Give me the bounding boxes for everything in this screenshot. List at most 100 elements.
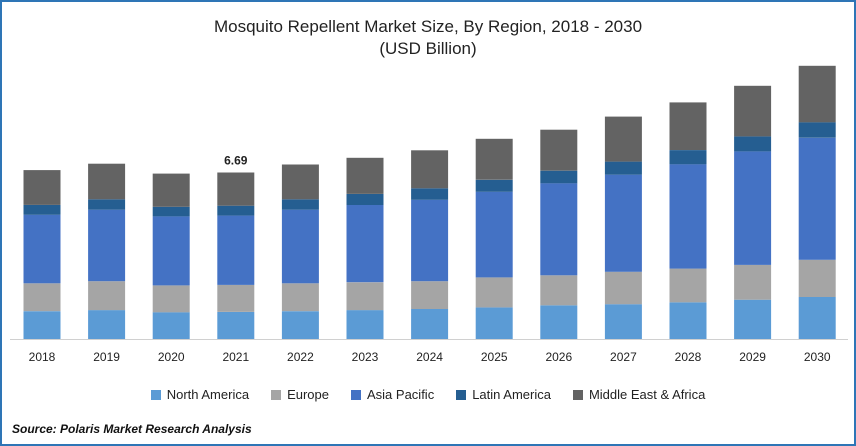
bar-segment-2028-europe (669, 268, 707, 303)
bar-segment-2019-middle-east-africa (88, 163, 126, 200)
chart-title-main: Mosquito Repellent Market Size, By Regio… (213, 17, 643, 36)
bar-segment-2027-north-america (604, 304, 642, 339)
legend-swatch (351, 389, 361, 400)
data-label-2021: 6.69 (224, 154, 248, 168)
x-tick-label-2030: 2030 (804, 350, 831, 364)
bar-segment-2027-europe (604, 271, 642, 305)
legend: North America Europe Asia Pacific Latin Ame… (2, 387, 854, 402)
bar-segment-2025-middle-east-africa (475, 138, 513, 180)
legend-item-europe: Europe (271, 387, 329, 402)
bar-segment-2025-latin-america (475, 179, 513, 192)
bar-segment-2021-north-america (217, 312, 255, 339)
bar-segment-2020-europe (152, 285, 190, 313)
legend-label: North America (166, 387, 250, 402)
bar-segment-2026-europe (540, 275, 578, 306)
x-tick-label-2024: 2024 (416, 350, 443, 364)
legend-swatch (572, 389, 583, 400)
bar-segment-2029-north-america (734, 299, 772, 339)
legend-label: Latin America (472, 387, 551, 402)
legend-label: Asia Pacific (367, 387, 435, 402)
bar-segment-2028-north-america (669, 302, 707, 339)
bar-segment-2022-middle-east-africa (281, 164, 319, 200)
legend-swatch (456, 389, 467, 400)
bar-segment-2024-latin-america (411, 188, 449, 200)
bar-segment-2030-latin-america (798, 122, 836, 138)
bar-segment-2019-asia-pacific (88, 209, 126, 282)
bar-segment-2024-europe (411, 281, 449, 309)
bar-segment-2028-asia-pacific (669, 164, 707, 269)
bar-segment-2018-middle-east-africa (23, 170, 61, 205)
x-tick-label-2020: 2020 (158, 350, 185, 364)
legend-item-middle-east-africa: Middle East & Africa (572, 387, 706, 402)
bar-segment-2026-asia-pacific (540, 183, 578, 276)
x-tick-label-2022: 2022 (287, 350, 314, 364)
x-tick-label-2019: 2019 (93, 350, 120, 364)
bar-segment-2023-latin-america (346, 194, 384, 205)
bar-segment-2026-middle-east-africa (540, 129, 578, 171)
bar-segment-2024-north-america (411, 309, 449, 339)
bar-segment-2018-europe (23, 283, 61, 312)
legend-item-north-america: North America (150, 387, 250, 402)
bar-segment-2024-middle-east-africa (411, 150, 449, 189)
bar-segment-2019-latin-america (88, 199, 126, 210)
bar-segment-2018-asia-pacific (23, 214, 61, 284)
bar-segment-2023-north-america (346, 310, 384, 339)
legend-swatch (150, 389, 161, 400)
bar-segment-2020-latin-america (152, 206, 190, 217)
legend-label: Europe (287, 387, 329, 402)
bar-segment-2022-north-america (281, 311, 319, 339)
source-note: Source: Polaris Market Research Analysis (12, 422, 252, 436)
bar-segment-2018-latin-america (23, 204, 61, 215)
bar-segment-2023-middle-east-africa (346, 157, 384, 194)
x-tick-label-2029: 2029 (739, 350, 766, 364)
chart-subtitle: (USD Billion) (379, 39, 477, 58)
bar-segment-2029-europe (734, 264, 772, 300)
bar-segment-2028-latin-america (669, 150, 707, 165)
bar-segment-2025-asia-pacific (475, 191, 513, 278)
bar-segment-2029-middle-east-africa (734, 85, 772, 137)
x-tick-label-2028: 2028 (675, 350, 702, 364)
x-tick-label-2018: 2018 (29, 350, 56, 364)
chart-title: Mosquito Repellent Market Size, By Regio… (2, 16, 854, 60)
bar-segment-2026-latin-america (540, 170, 578, 184)
bar-segment-2028-middle-east-africa (669, 102, 707, 150)
bar-segment-2018-north-america (23, 311, 61, 339)
bar-segment-2030-north-america (798, 297, 836, 339)
bar-segment-2029-latin-america (734, 136, 772, 152)
x-tick-label-2021: 2021 (222, 350, 249, 364)
bar-segment-2027-latin-america (604, 161, 642, 175)
bar-segment-2021-europe (217, 284, 255, 312)
bar-segment-2029-asia-pacific (734, 151, 772, 265)
x-tick-label-2025: 2025 (481, 350, 508, 364)
legend-item-latin-america: Latin America (456, 387, 551, 402)
bar-segment-2024-asia-pacific (411, 199, 449, 282)
bar-segment-2022-latin-america (281, 199, 319, 210)
bar-segment-2025-north-america (475, 307, 513, 339)
bar-segment-2023-asia-pacific (346, 204, 384, 283)
bar-segment-2020-middle-east-africa (152, 173, 190, 207)
x-tick-label-2027: 2027 (610, 350, 637, 364)
bar-segment-2022-europe (281, 283, 319, 312)
bar-segment-2025-europe (475, 277, 513, 308)
legend-label: Middle East & Africa (588, 387, 706, 402)
bar-segment-2022-asia-pacific (281, 209, 319, 284)
legend-item-asia-pacific: Asia Pacific (351, 387, 434, 402)
bar-segment-2023-europe (346, 282, 384, 311)
bar-segment-2030-middle-east-africa (798, 65, 836, 123)
bar-segment-2021-asia-pacific (217, 215, 255, 285)
bar-segment-2027-middle-east-africa (604, 116, 642, 162)
bar-segment-2020-north-america (152, 312, 190, 339)
bar-segment-2030-europe (798, 259, 836, 297)
bar-segment-2021-middle-east-africa (217, 172, 255, 206)
x-tick-label-2023: 2023 (352, 350, 379, 364)
bar-segment-2026-north-america (540, 305, 578, 339)
bar-segment-2019-north-america (88, 310, 126, 339)
x-tick-label-2026: 2026 (545, 350, 572, 364)
bar-segment-2030-asia-pacific (798, 137, 836, 260)
bar-segment-2019-europe (88, 281, 126, 311)
bar-segment-2020-asia-pacific (152, 216, 190, 286)
legend-swatch (271, 389, 282, 400)
bar-segment-2027-asia-pacific (604, 174, 642, 272)
